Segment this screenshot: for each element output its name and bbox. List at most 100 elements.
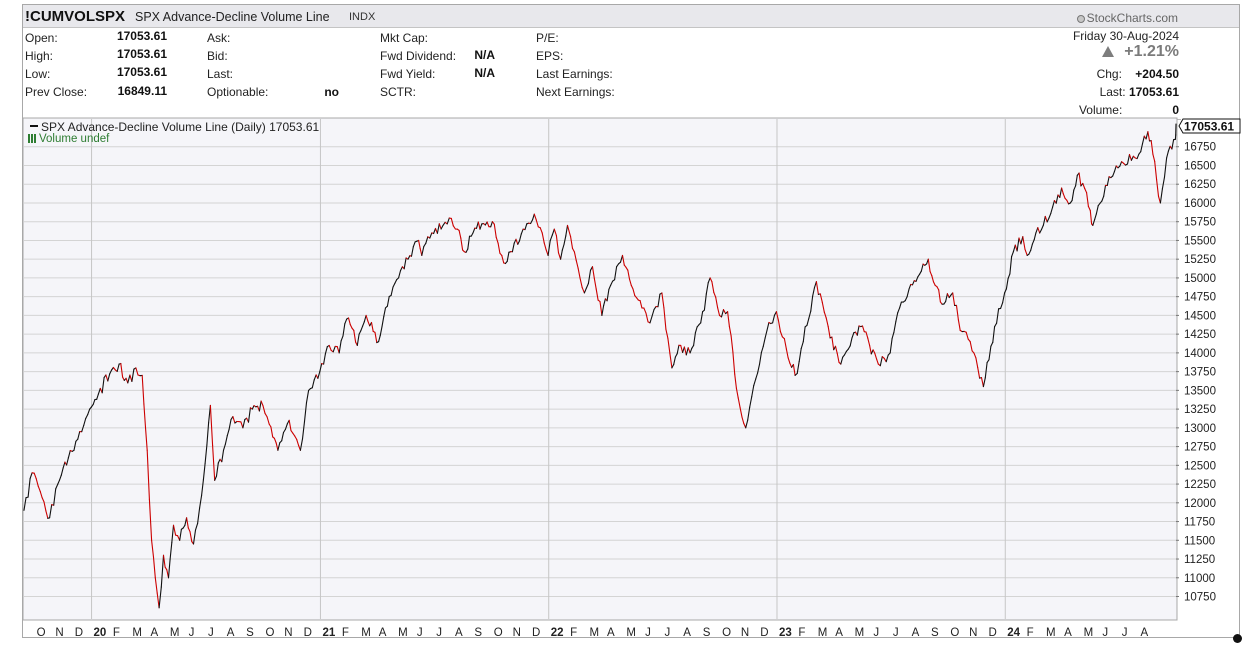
price-segment (260, 400, 264, 406)
resize-handle[interactable] (1233, 634, 1242, 643)
price-segment (627, 269, 631, 280)
y-tick-label: 13250 (1184, 404, 1216, 416)
price-segment (739, 407, 743, 418)
price-segment (107, 373, 111, 382)
price-segment (608, 284, 612, 290)
price-segment (367, 320, 371, 327)
price-segment (553, 228, 557, 237)
price-segment (563, 235, 567, 246)
price-segment (715, 296, 719, 309)
price-segment (693, 332, 696, 346)
open-label: Open: (25, 31, 58, 45)
price-segment (222, 443, 226, 451)
price-segment (1171, 139, 1175, 150)
last-earnings-label: Last Earnings: (536, 67, 613, 81)
price-segment (867, 337, 871, 346)
price-segment (294, 435, 298, 440)
price-segment (741, 416, 745, 425)
price-segment (990, 341, 994, 347)
price-segment (228, 419, 232, 430)
price-segment (796, 360, 800, 375)
price-segment (1106, 176, 1110, 186)
price-segment (467, 235, 471, 250)
x-tick-label: D (304, 627, 312, 639)
price-segment (1028, 249, 1032, 255)
x-tick-label: A (1140, 627, 1148, 639)
price-segment (938, 289, 941, 303)
price-segment (798, 348, 802, 362)
brand-link[interactable]: StockCharts.com (1076, 11, 1178, 25)
price-segment (1167, 145, 1171, 152)
price-segment (360, 325, 364, 332)
price-segment (470, 232, 474, 237)
price-segment (518, 233, 522, 242)
y-tick-label: 11250 (1184, 554, 1215, 566)
price-segment (169, 542, 173, 560)
last-row: Last: 17053.61 (1100, 85, 1179, 99)
price-segment (192, 529, 197, 545)
price-segment (787, 357, 791, 364)
price-segment (772, 314, 776, 324)
price-segment (843, 350, 847, 356)
price-segment (77, 431, 81, 440)
price-segment (342, 323, 346, 337)
price-segment (561, 243, 565, 251)
price-segment (568, 230, 572, 238)
price-segment (53, 488, 57, 506)
price-segment (41, 497, 45, 503)
price-segment (1112, 171, 1115, 177)
price-segment (506, 251, 510, 262)
price-segment (911, 280, 915, 286)
price-segment (1002, 292, 1006, 304)
price-segment (319, 363, 323, 373)
price-segment (212, 444, 216, 481)
price-segment (301, 421, 306, 440)
x-tick-label: J (208, 627, 214, 639)
price-segment (1050, 206, 1054, 214)
price-segment (1022, 236, 1026, 250)
price-segment (101, 377, 105, 394)
x-tick-label: O (722, 627, 731, 639)
x-tick-label: S (246, 627, 254, 639)
price-segment (980, 377, 984, 388)
price-segment (37, 485, 41, 493)
price-segment (643, 307, 647, 314)
price-segment (547, 240, 551, 256)
price-segment (202, 462, 206, 481)
price-segment (628, 278, 632, 286)
x-tick-label: 21 (322, 627, 335, 639)
price-segment (606, 288, 610, 302)
title-bar: !CUMVOLSPX SPX Advance-Decline Volume Li… (23, 5, 1239, 28)
y-axis: 10750 11000 11250 11500 11750 12000 12250 12500… (1176, 142, 1216, 604)
price-segment (83, 417, 87, 427)
price-segment (819, 293, 823, 303)
ask-label: Ask: (207, 31, 231, 45)
price-segment (1044, 215, 1048, 223)
price-segment (1087, 205, 1091, 212)
price-segment (27, 478, 31, 498)
price-segment (251, 405, 255, 410)
price-segment (429, 232, 433, 239)
price-segment (131, 368, 135, 382)
price-segment (158, 586, 162, 609)
price-segment (363, 314, 367, 323)
price-segment (700, 311, 704, 324)
y-tick-label: 14250 (1184, 329, 1216, 341)
price-segment (1078, 172, 1082, 187)
price-segment (539, 227, 543, 234)
price-segment (728, 325, 732, 337)
price-segment (1166, 150, 1169, 159)
price-segment (551, 228, 555, 236)
price-segment (535, 219, 539, 228)
price-segment (764, 329, 768, 339)
y-tick-label: 13500 (1184, 385, 1216, 397)
price-segment (785, 348, 789, 359)
price-segment (421, 245, 425, 256)
price-segment (495, 236, 499, 244)
y-tick-label: 11750 (1184, 517, 1215, 529)
y-tick-label: 14000 (1184, 348, 1216, 360)
price-segment (206, 422, 210, 446)
price-segment (874, 352, 878, 360)
price-segment (465, 248, 469, 253)
